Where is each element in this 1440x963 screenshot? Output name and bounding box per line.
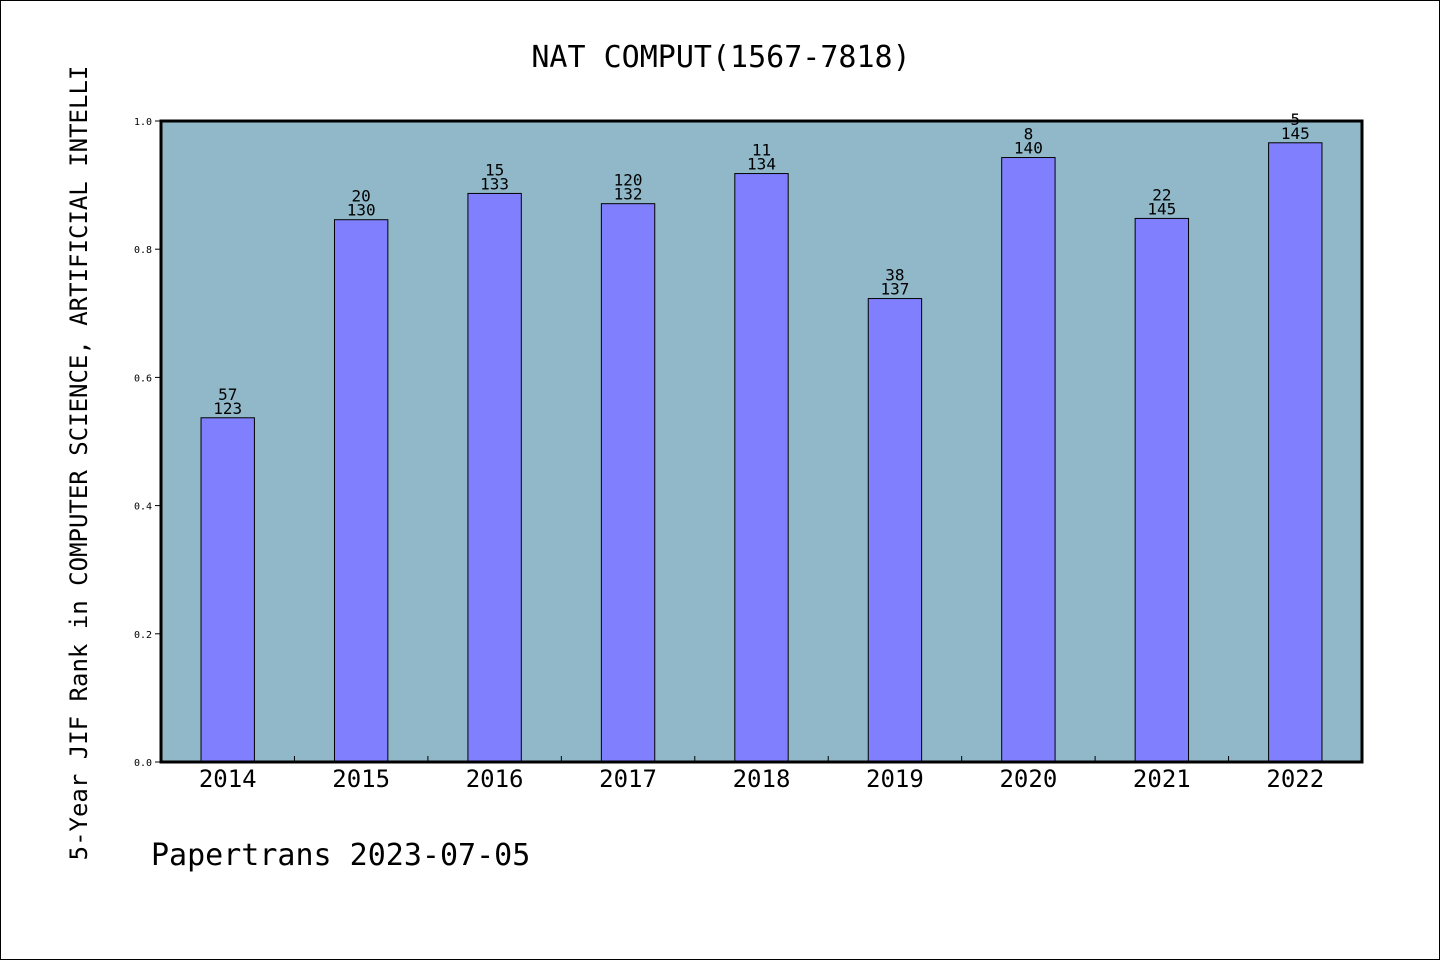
bar-total-label: 134 (747, 155, 776, 174)
bar-2018 (734, 173, 789, 763)
chart-title: NAT COMPUT(1567-7818) (531, 40, 910, 75)
x-tick-label: 2014 (199, 765, 257, 793)
footer-text: Papertrans 2023-07-05 (151, 838, 530, 873)
bar-total-label: 145 (1281, 124, 1310, 143)
bar-2017 (600, 203, 656, 763)
bar-total-label: 123 (213, 399, 242, 418)
bar-total-label: 137 (880, 280, 909, 299)
y-tick-label: 0.8 (134, 245, 152, 256)
x-ticks-group: 2014 2015 2016 2017 2018 2019 2020 2021 2022 (199, 756, 1324, 793)
x-tick-label: 2016 (466, 765, 524, 793)
plot-border (159, 119, 1364, 764)
bar-rank-label: 22 (1152, 185, 1171, 204)
bar-2015 (333, 219, 389, 763)
y-tick-label: 1.0 (134, 117, 152, 128)
x-tick-label: 2018 (733, 765, 791, 793)
y-tick-label: 0.6 (134, 373, 152, 384)
x-tick-label: 2022 (1266, 765, 1324, 793)
y-tick-label: 0.4 (134, 502, 152, 513)
bar-2016 (467, 192, 522, 763)
x-tick-label: 2021 (1133, 765, 1191, 793)
bar-rank-label: 57 (218, 385, 237, 404)
bar-rank-label: 38 (885, 266, 904, 285)
y-tick-label: 0.2 (134, 630, 152, 641)
y-axis-label: 5-Year JIF Rank in COMPUTER SCIENCE, ART… (65, 66, 93, 861)
bar-total-label: 133 (480, 174, 509, 193)
y-ticks-group: 0.0 0.2 0.4 0.6 0.8 1.0 (134, 117, 161, 769)
x-tick-label: 2019 (866, 765, 924, 793)
bar-rank-label: 8 (1024, 125, 1034, 144)
bar-total-label: 145 (1147, 199, 1176, 218)
bar-rank-label: 11 (752, 141, 771, 160)
x-tick-label: 2020 (999, 765, 1057, 793)
bar-total-label: 132 (614, 185, 643, 204)
bar-2020 (1001, 157, 1056, 763)
x-tick-label: 2015 (332, 765, 390, 793)
bar-2021 (1134, 217, 1190, 763)
bar-total-label: 140 (1014, 139, 1043, 158)
bar-rank-label: 120 (614, 171, 643, 190)
bar-rank-label: 20 (352, 187, 371, 206)
bar-2019 (867, 298, 923, 763)
bars-group: 1235713020133151321201341113738140814522… (200, 110, 1323, 763)
bar-rank-label: 15 (485, 160, 504, 179)
bar-total-label: 130 (347, 201, 376, 220)
bar-rank-label: 5 (1290, 110, 1300, 129)
x-tick-label: 2017 (599, 765, 657, 793)
y-tick-label: 0.0 (134, 758, 152, 769)
bar-2014 (200, 417, 255, 763)
bar-2022 (1268, 142, 1323, 763)
